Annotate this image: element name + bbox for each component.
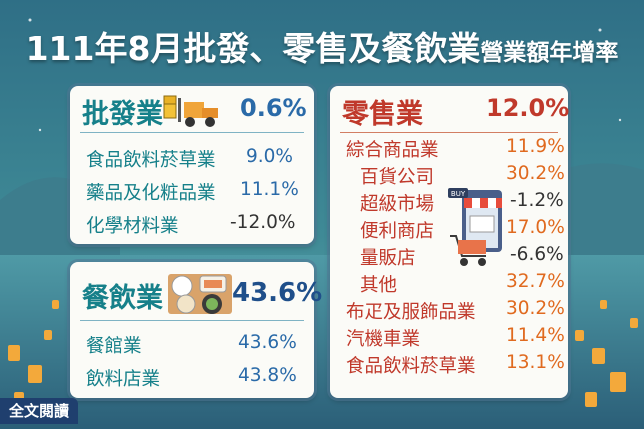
food-item-value: 43.8% — [238, 365, 297, 386]
retail-item-label: 綜合商品業 — [346, 140, 439, 161]
retail-item-value: 13.1% — [506, 352, 565, 373]
retail-title: 零售業 — [342, 99, 423, 130]
retail-item-label: 超級市場 — [360, 194, 435, 215]
food-title: 餐飲業 — [82, 283, 163, 314]
wholesale-item-label: 藥品及化粧品業 — [86, 183, 216, 204]
retail-item-value: 17.0% — [506, 217, 565, 238]
retail-item-value: 32.7% — [506, 271, 565, 292]
wholesale-item-value: -12.0% — [230, 212, 296, 233]
wholesale-card: 批發業 0.6% 食品飲料菸草業 9.0% 藥品及化粧品業 11.1% 化學材料… — [70, 86, 314, 244]
food-tray-icon — [168, 274, 232, 314]
buy-sign: BUY — [451, 190, 466, 198]
retail-item-label: 其他 — [360, 275, 398, 296]
food-item-label: 飲料店業 — [86, 369, 161, 390]
forklift-icon — [163, 95, 218, 127]
food-card: 餐飲業 43.6% 餐館業 43.6% 飲料店業 43.8% — [70, 262, 322, 398]
retail-item-label: 百貨公司 — [360, 167, 435, 188]
wholesale-item-value: 11.1% — [240, 179, 299, 200]
retail-item-label: 便利商店 — [360, 221, 435, 242]
retail-item-value: -6.6% — [510, 244, 564, 265]
title-main: 111年8月批發、零售及餐飲業 — [25, 29, 481, 68]
retail-item-label: 食品飲料菸草業 — [346, 356, 476, 377]
read-full-article-button[interactable]: 全文閱讀 — [0, 398, 78, 424]
title-suffix: 營業額年增率 — [480, 40, 619, 66]
retail-item-label: 量販店 — [360, 248, 416, 269]
food-rate: 43.6% — [232, 278, 323, 308]
retail-item-label: 布疋及服飾品業 — [346, 302, 476, 323]
wholesale-title: 批發業 — [82, 99, 163, 130]
wholesale-item-label: 化學材料業 — [86, 216, 179, 237]
retail-rate: 12.0% — [486, 94, 570, 122]
retail-card: 零售業 12.0% 綜合商品業 11.9% 百貨公司 30.2% 超級市場 -1… — [330, 86, 570, 398]
wholesale-rate: 0.6% — [240, 94, 307, 122]
retail-item-value: 11.9% — [506, 136, 565, 157]
retail-item-value: -1.2% — [510, 190, 564, 211]
retail-item-value: 30.2% — [506, 163, 565, 184]
food-item-label: 餐館業 — [86, 336, 142, 357]
wholesale-item-label: 食品飲料菸草業 — [86, 150, 216, 171]
retail-item-value: 11.4% — [506, 325, 565, 346]
retail-item-value: 30.2% — [506, 298, 565, 319]
retail-item-label: 汽機車業 — [346, 329, 421, 350]
shop-cart-icon: BUY — [448, 188, 502, 266]
wholesale-item-value: 9.0% — [246, 146, 293, 167]
food-item-value: 43.6% — [238, 332, 297, 353]
page-title: 111年8月批發、零售及餐飲業營業額年增率 — [0, 22, 644, 70]
